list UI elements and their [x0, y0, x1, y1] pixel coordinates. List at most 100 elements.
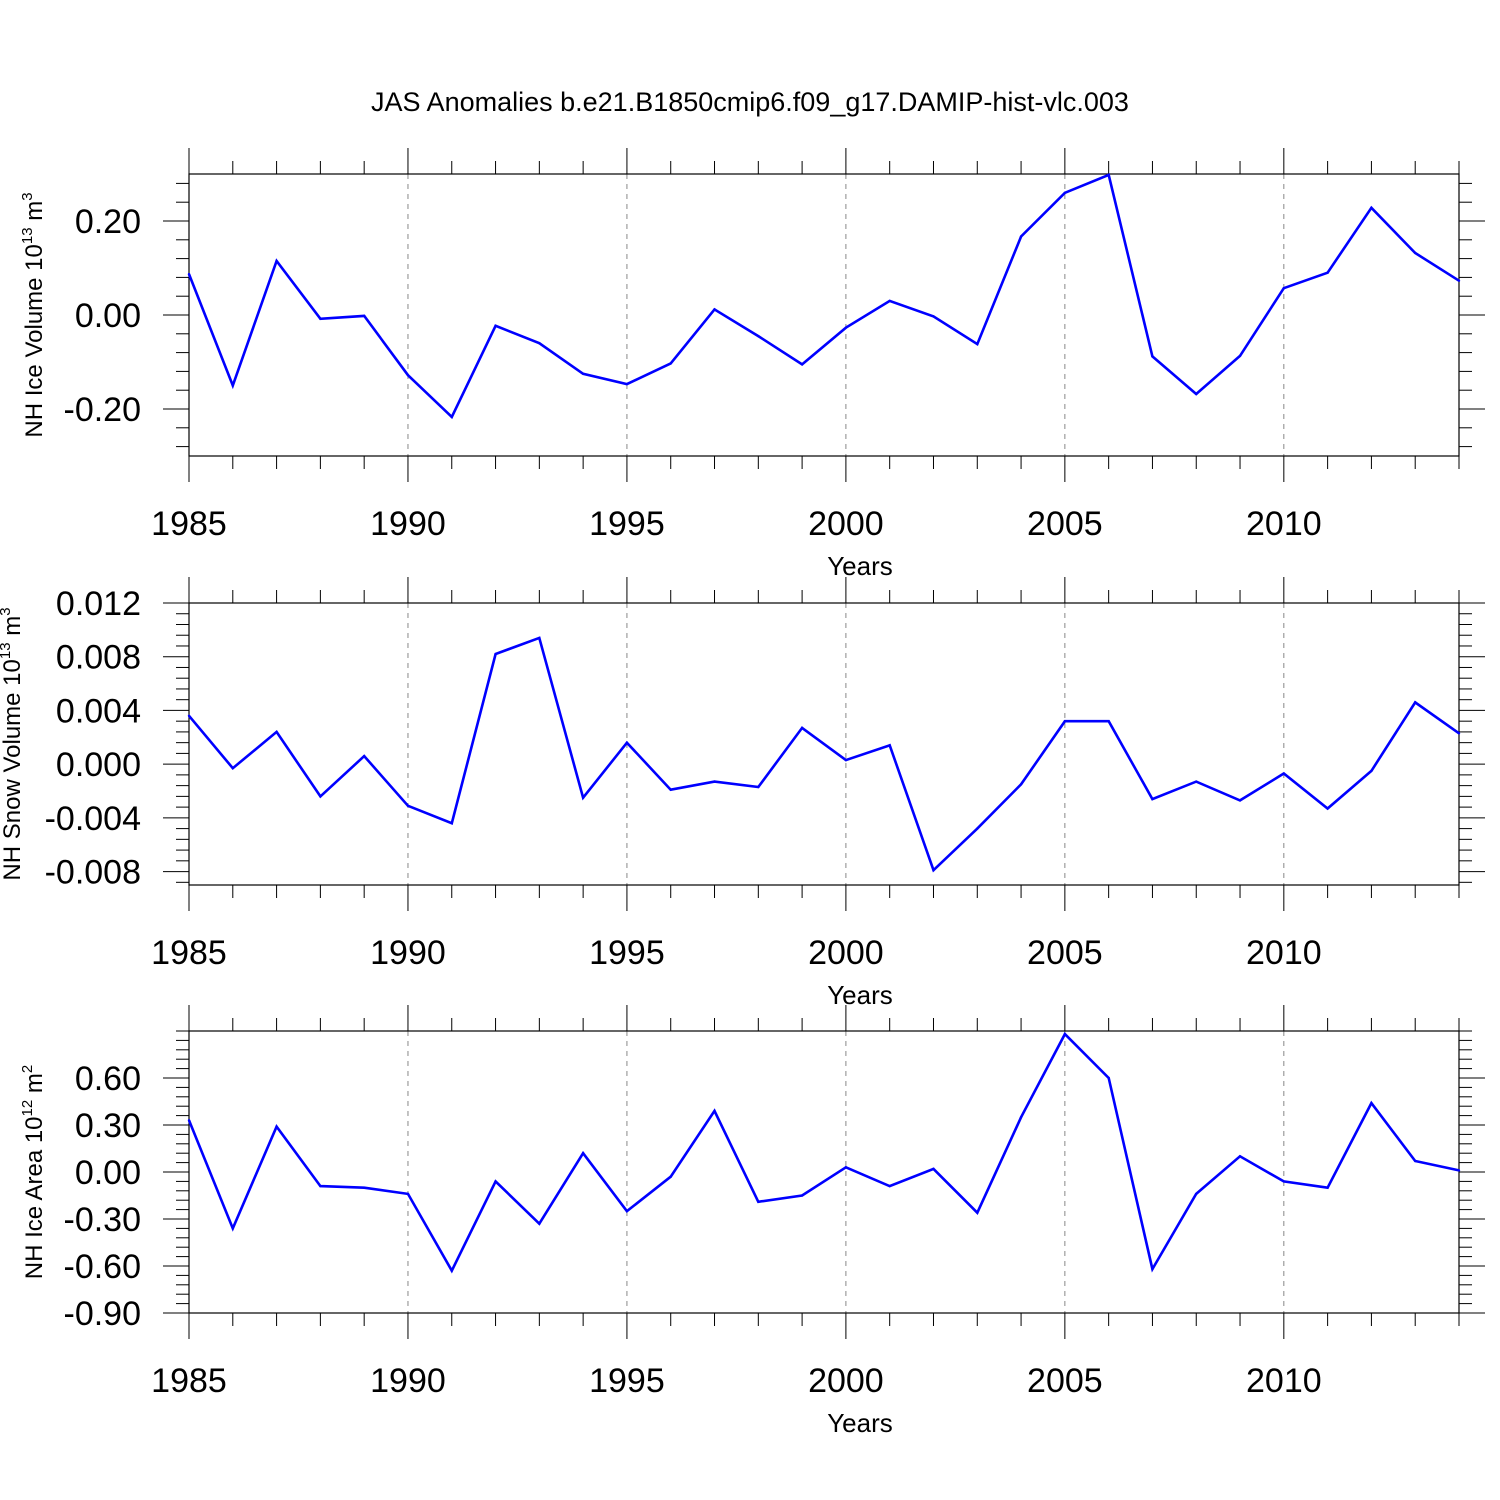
data-point [1370, 206, 1373, 210]
x-axis-label: Years [827, 551, 893, 581]
data-point [494, 324, 497, 328]
plot-frame [188, 602, 1460, 886]
y-tick-label: 0.000 [56, 746, 141, 784]
data-point [275, 1125, 278, 1128]
data-point [1019, 1115, 1023, 1119]
y-tick-label: -0.20 [64, 391, 142, 429]
y-axis-label-unit: m [21, 1073, 48, 1100]
data-point [932, 315, 935, 318]
y-axis-label-sup: 13 [19, 227, 36, 244]
data-point [1107, 1076, 1110, 1080]
data-point [757, 785, 760, 789]
x-tick-label: 2000 [808, 934, 884, 972]
data-point [231, 766, 234, 770]
y-axis-label-text: NH Ice Volume 10 [21, 244, 48, 437]
y-tick-label: 0.20 [75, 203, 141, 241]
data-point [1063, 1032, 1067, 1036]
data-point [187, 1119, 191, 1122]
x-tick-label: 2010 [1246, 1362, 1322, 1400]
data-point [625, 382, 629, 386]
data-point [976, 827, 979, 830]
data-point [844, 758, 848, 762]
data-point [1195, 780, 1198, 783]
x-tick-label: 2005 [1027, 934, 1103, 972]
x-tick-label: 2010 [1246, 934, 1322, 972]
data-point [1238, 1155, 1242, 1158]
y-axis-label: NH Snow Volume 1013 m3 [0, 607, 26, 880]
data-point [1457, 1169, 1461, 1172]
data-point [1107, 173, 1110, 177]
data-point [888, 744, 891, 747]
data-point [844, 326, 848, 329]
data-point [757, 334, 760, 338]
data-point [538, 342, 541, 345]
series-line [188, 636, 1460, 873]
data-point [1326, 807, 1329, 810]
data-point [713, 308, 716, 311]
data-point [450, 415, 453, 419]
x-tick-label: 2005 [1027, 505, 1103, 543]
y-axis-label-text: NH Ice Area 10 [21, 1116, 48, 1279]
data-point [976, 342, 979, 346]
y-axis-label: NH Ice Volume 1013 m3 [19, 192, 48, 437]
data-point [1326, 1186, 1329, 1189]
data-point [275, 730, 278, 734]
data-point [581, 372, 585, 375]
data-point [1195, 1192, 1198, 1196]
data-point [187, 272, 191, 276]
data-point [319, 795, 322, 798]
data-point [362, 1186, 366, 1189]
data-point [450, 822, 453, 825]
y-tick-label: 0.00 [75, 1154, 141, 1192]
y-axis-label-unit-sup: 3 [0, 607, 14, 615]
x-axis-label: Years [827, 1408, 893, 1438]
data-point [319, 317, 322, 320]
data-point [669, 362, 672, 365]
data-point [625, 1209, 629, 1213]
x-tick-label: 2000 [808, 505, 884, 543]
data-point [932, 1167, 935, 1171]
data-point [1457, 732, 1461, 735]
y-tick-label: 0.60 [75, 1060, 141, 1098]
data-point [581, 796, 585, 799]
y-tick-label: 0.012 [56, 585, 141, 623]
data-point [362, 314, 366, 318]
x-tick-label: 1985 [151, 934, 227, 972]
data-point [932, 869, 935, 872]
y-axis-label: NH Ice Area 1012 m2 [19, 1065, 48, 1279]
data-point [1370, 769, 1373, 773]
data-point [1282, 1180, 1286, 1183]
data-point [1063, 191, 1067, 194]
data-point [538, 1222, 541, 1225]
data-point [1195, 392, 1198, 396]
data-point [713, 1109, 716, 1113]
data-point [1151, 355, 1154, 358]
data-point [231, 384, 234, 387]
x-tick-label: 2010 [1246, 505, 1322, 543]
data-point [406, 804, 410, 807]
x-axis-label: Years [827, 980, 893, 1010]
data-point [494, 1180, 497, 1183]
y-tick-label: 0.004 [56, 692, 141, 730]
x-tick-label: 1985 [151, 505, 227, 543]
y-tick-label: -0.60 [64, 1248, 142, 1286]
series-line [187, 173, 1460, 420]
y-axis-label-unit: m [0, 616, 26, 643]
data-point [800, 363, 804, 366]
data-point [275, 259, 278, 263]
x-tick-label: 2000 [808, 1362, 884, 1400]
y-axis-label-unit: m [21, 201, 48, 228]
data-point [1414, 701, 1417, 704]
data-point [1151, 797, 1154, 801]
data-point [1414, 1159, 1417, 1163]
data-point [494, 652, 497, 656]
data-point [800, 726, 804, 730]
data-point [713, 780, 716, 783]
data-point [1326, 271, 1329, 274]
data-point [669, 1175, 672, 1178]
data-point [1457, 279, 1461, 282]
y-tick-label: -0.90 [64, 1295, 142, 1333]
data-point [976, 1211, 979, 1214]
